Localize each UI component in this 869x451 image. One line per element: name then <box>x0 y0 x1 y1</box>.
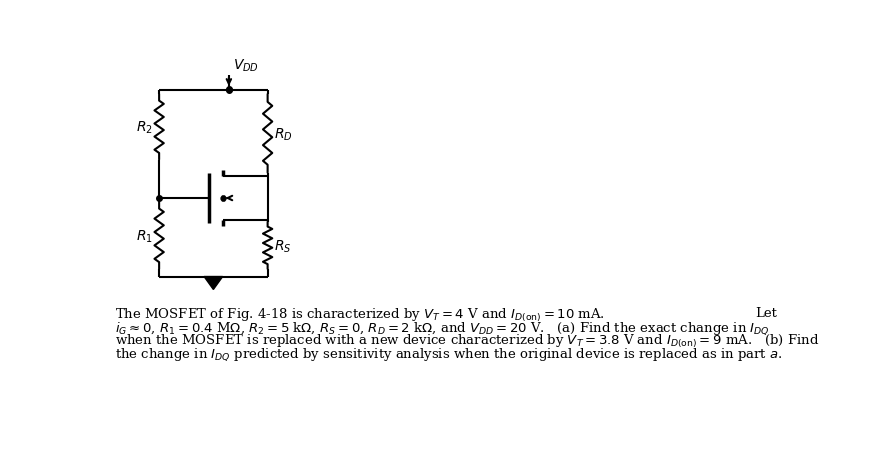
Text: the change in $I_{DQ}$ predicted by sensitivity analysis when the original devic: the change in $I_{DQ}$ predicted by sens… <box>115 345 781 362</box>
Text: $i_G \approx 0$, $R_1 = 0.4$ M$\Omega$, $R_2 = 5$ k$\Omega$, $R_S = 0$, $R_D = 2: $i_G \approx 0$, $R_1 = 0.4$ M$\Omega$, … <box>115 319 769 336</box>
Text: when the MOSFET is replaced with a new device characterized by $V_T = 3.8$ V and: when the MOSFET is replaced with a new d… <box>115 332 819 350</box>
Text: The MOSFET of Fig. 4-18 is characterized by $V_T = 4$ V and $I_{D({\rm on})} = 1: The MOSFET of Fig. 4-18 is characterized… <box>115 306 604 323</box>
Text: $R_1$: $R_1$ <box>136 228 153 244</box>
Text: $R_D$: $R_D$ <box>274 126 292 142</box>
Text: $V_{DD}$: $V_{DD}$ <box>233 58 258 74</box>
Polygon shape <box>204 277 222 290</box>
Text: $R_S$: $R_S$ <box>274 238 291 254</box>
Text: Let: Let <box>754 306 776 319</box>
Text: $R_2$: $R_2$ <box>136 120 153 136</box>
